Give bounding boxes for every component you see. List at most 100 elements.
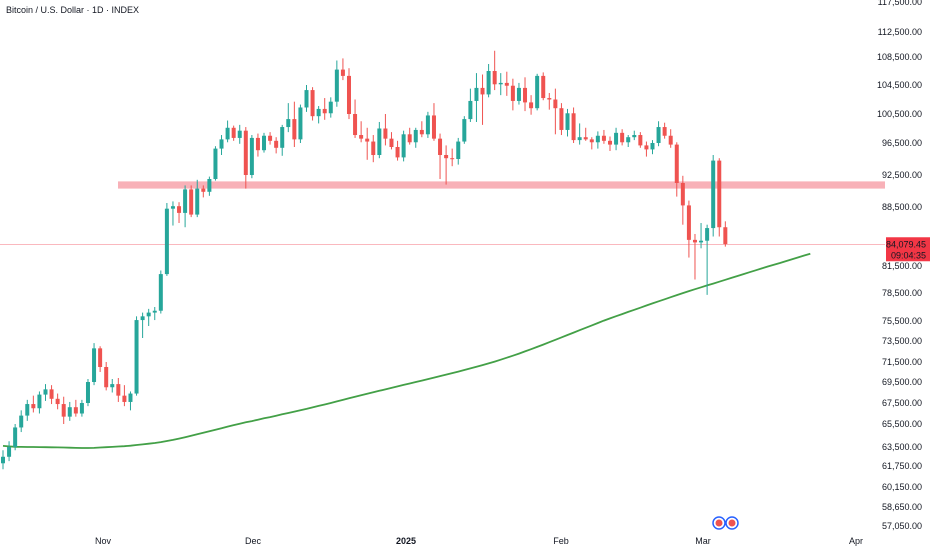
candle xyxy=(170,201,175,226)
candle-body xyxy=(450,158,455,160)
candle xyxy=(146,308,151,326)
candle-body xyxy=(656,127,661,143)
candle-body xyxy=(13,427,18,447)
candle xyxy=(286,103,291,133)
candle xyxy=(298,104,303,143)
candle xyxy=(656,121,661,147)
y-tick-label: 61,750.00 xyxy=(882,461,922,471)
candle xyxy=(462,116,467,144)
y-tick-label: 112,500.00 xyxy=(878,27,922,37)
candle xyxy=(310,87,315,121)
candle xyxy=(419,121,424,138)
candle xyxy=(346,68,351,120)
candle-body xyxy=(668,135,673,145)
candle-body xyxy=(98,348,103,367)
candle-body xyxy=(444,155,449,159)
candle-body xyxy=(189,189,194,215)
candle xyxy=(116,378,121,402)
candle-body xyxy=(571,113,576,141)
candle-body xyxy=(1,456,5,464)
candle xyxy=(262,132,267,153)
candle-body xyxy=(353,114,358,136)
candle-body xyxy=(377,128,382,155)
candle xyxy=(122,385,127,407)
candle-body xyxy=(110,384,115,388)
moving-average-layer xyxy=(2,252,811,449)
candle-body xyxy=(92,348,97,382)
candle-body xyxy=(419,129,424,135)
candle xyxy=(662,122,667,139)
candle xyxy=(61,396,66,424)
candle xyxy=(377,121,382,159)
chart-title-text: Bitcoin / U.S. Dollar · 1D · INDEX xyxy=(6,5,139,15)
candle xyxy=(328,97,333,118)
candle-body xyxy=(565,113,570,130)
candle-body xyxy=(589,139,594,143)
candle-body xyxy=(462,119,467,142)
candle xyxy=(450,148,455,167)
candle xyxy=(456,137,461,165)
candles-layer xyxy=(1,50,728,470)
candle-body xyxy=(595,135,600,143)
candle xyxy=(92,343,97,386)
candle xyxy=(280,124,285,156)
price-tag-background xyxy=(886,237,930,262)
candle xyxy=(577,123,582,145)
candle xyxy=(340,58,345,81)
candle-body xyxy=(292,119,297,140)
candle-body xyxy=(170,206,175,209)
candle xyxy=(43,384,48,401)
candle xyxy=(444,145,449,185)
candle-body xyxy=(614,132,619,145)
candle-body xyxy=(486,71,491,95)
candle xyxy=(189,185,194,218)
x-tick-label: 2025 xyxy=(396,536,416,546)
candle xyxy=(699,223,704,249)
candle-body xyxy=(401,134,406,158)
candle-body xyxy=(662,127,667,136)
candle-body xyxy=(328,101,333,114)
candle xyxy=(292,101,297,147)
candle xyxy=(692,233,697,280)
candle xyxy=(219,135,224,155)
candle-body xyxy=(158,274,163,311)
candle-body xyxy=(268,135,273,141)
x-tick-label: Nov xyxy=(95,536,112,546)
candle-body xyxy=(383,128,388,139)
x-tick-label: Dec xyxy=(245,536,262,546)
candle xyxy=(425,111,430,138)
candle xyxy=(207,176,212,196)
candle xyxy=(365,127,370,160)
y-tick-label: 67,500.00 xyxy=(882,398,922,408)
candle-body xyxy=(249,137,254,175)
candle xyxy=(158,270,163,314)
candle-body xyxy=(504,82,509,86)
candle-body xyxy=(541,75,546,99)
y-tick-label: 63,500.00 xyxy=(882,442,922,452)
candle xyxy=(468,88,473,122)
candle-body xyxy=(79,403,84,414)
candle xyxy=(37,391,42,414)
candle-body xyxy=(395,147,400,158)
y-tick-label: 88,500.00 xyxy=(882,202,922,212)
y-tick-label: 96,500.00 xyxy=(882,138,922,148)
candle-body xyxy=(553,99,558,109)
candle-body xyxy=(346,75,351,114)
candle xyxy=(608,136,612,151)
candle-body xyxy=(523,87,528,103)
candle-body xyxy=(371,141,376,155)
candle-body xyxy=(601,135,606,141)
candle-body xyxy=(237,130,242,138)
candle-body xyxy=(231,127,236,138)
candle xyxy=(249,135,254,179)
y-tick-label: 57,050.00 xyxy=(882,521,922,531)
candle xyxy=(316,106,321,124)
candle xyxy=(389,132,394,150)
price-tag-value: 84,079.45 xyxy=(886,239,926,249)
candle xyxy=(474,73,479,122)
candle xyxy=(67,401,72,421)
candle xyxy=(183,185,188,228)
event-icons[interactable] xyxy=(712,516,739,530)
candle xyxy=(104,362,109,391)
